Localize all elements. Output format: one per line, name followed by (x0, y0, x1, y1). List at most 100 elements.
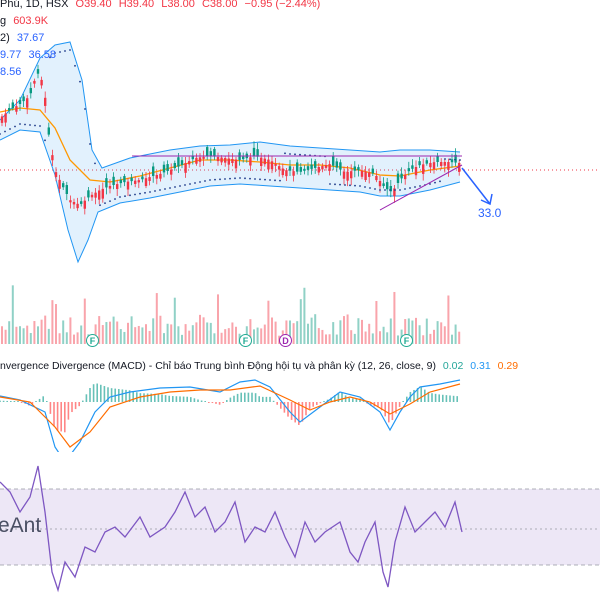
sar-dot (234, 177, 236, 180)
macd-histogram-bar (182, 396, 185, 402)
candle-body (252, 147, 256, 157)
volume-bar (368, 323, 371, 344)
candle-body (173, 163, 176, 169)
candle-body (368, 172, 371, 177)
macd-histogram-bar (193, 398, 196, 402)
macd-histogram-bar (10, 401, 12, 402)
macd-histogram-bar (416, 387, 419, 402)
candle-body (58, 179, 61, 189)
candle-body (396, 173, 400, 183)
macd-histogram-bar (359, 398, 361, 402)
volume-bar (436, 321, 439, 344)
macd-histogram-bar (316, 402, 318, 405)
volume-bar (458, 331, 461, 344)
candle-body (51, 155, 54, 161)
macd-histogram-bar (46, 401, 48, 402)
volume-bar (188, 330, 191, 344)
macd-chart[interactable] (0, 352, 600, 452)
macd-histogram-bar (157, 393, 160, 402)
candle-body (33, 80, 36, 84)
bollinger-legend: 9.77 36.58 (0, 49, 60, 61)
sar-dot (304, 154, 306, 156)
volume-bar (220, 332, 223, 344)
open-value: O39.40 (75, 0, 112, 10)
dividend-badge[interactable]: F (400, 334, 413, 347)
sar-dot (454, 158, 456, 161)
rsi-chart[interactable] (0, 452, 600, 600)
sar-dot (184, 184, 186, 186)
sar-dot (9, 128, 11, 130)
sar-dot (199, 181, 201, 183)
volume-bar (271, 317, 273, 344)
candle-body (378, 181, 382, 187)
macd-histogram-bar (236, 393, 239, 402)
candle-body (418, 161, 421, 166)
macd-histogram-bar (110, 388, 113, 402)
candle-body (296, 162, 299, 172)
candle-body (389, 186, 392, 192)
dividend-badge[interactable]: F (86, 334, 99, 347)
volume-bar (328, 334, 331, 344)
sar-dot (84, 108, 86, 110)
candle-body (224, 158, 227, 163)
price-chart-panel[interactable]: Phú, 1D, HSX O39.40 H39.40 L38.00 C38.00… (0, 0, 600, 352)
candle-body (170, 169, 173, 175)
volume-bar (141, 327, 144, 344)
macd-histogram-bar (247, 392, 250, 402)
sar-dot (259, 178, 261, 181)
macd-histogram-bar (240, 392, 242, 402)
rsi-panel[interactable] (0, 452, 600, 600)
macd-histogram-bar (272, 400, 275, 402)
candle-body (198, 157, 202, 162)
macd-histogram-bar (222, 402, 224, 403)
sar-dot (389, 189, 391, 191)
sar-dot (404, 188, 406, 190)
candle-body (134, 180, 137, 184)
candle-body (263, 158, 266, 165)
volume-bar (4, 329, 7, 344)
sar-dot (214, 178, 216, 181)
candle-body (450, 159, 454, 163)
macd-histogram-bar (452, 395, 455, 402)
candle-body (357, 167, 360, 171)
volume-bar (415, 317, 417, 344)
candle-body (87, 190, 90, 198)
rsi-band-fill (0, 489, 600, 565)
candle-body (29, 88, 32, 94)
sar-dot (169, 187, 171, 189)
volume-bar (155, 293, 158, 344)
candle-body (22, 96, 25, 102)
volume-bar (263, 324, 266, 344)
volume-bar (69, 317, 72, 344)
macd-signal-value: 0.29 (497, 360, 519, 372)
candle-body (328, 164, 331, 171)
macd-histogram-bar (92, 384, 95, 402)
macd-histogram-bar (20, 402, 23, 403)
volume-bar (112, 316, 115, 344)
volume-bar (62, 320, 65, 344)
candle-body (119, 179, 122, 184)
macd-histogram-bar (269, 396, 271, 402)
bollinger-upper-line (0, 41, 461, 169)
sar-dot (64, 50, 66, 52)
candle-body (166, 164, 169, 171)
macd-histogram-bar (442, 394, 444, 402)
volume-bar (299, 299, 302, 344)
volume-bar (397, 335, 399, 344)
volume-bar (11, 285, 14, 344)
dividend-badge[interactable]: F (239, 334, 252, 347)
dividend-badge[interactable]: D (279, 334, 292, 347)
sar-dot (434, 181, 436, 184)
candle-body (335, 161, 338, 168)
candle-body (148, 177, 151, 181)
volume-bar (314, 314, 317, 344)
macd-histogram-bar (164, 395, 167, 402)
macd-panel[interactable]: nvergence Divergence (MACD) - Chỉ báo Tr… (0, 352, 600, 452)
volume-bar (346, 314, 349, 344)
sar-dot (359, 185, 361, 187)
volume-bar (130, 316, 133, 344)
volume-bar (145, 324, 147, 344)
price-chart[interactable] (0, 0, 600, 352)
candle-body (180, 160, 184, 165)
volume-bar (364, 331, 367, 344)
